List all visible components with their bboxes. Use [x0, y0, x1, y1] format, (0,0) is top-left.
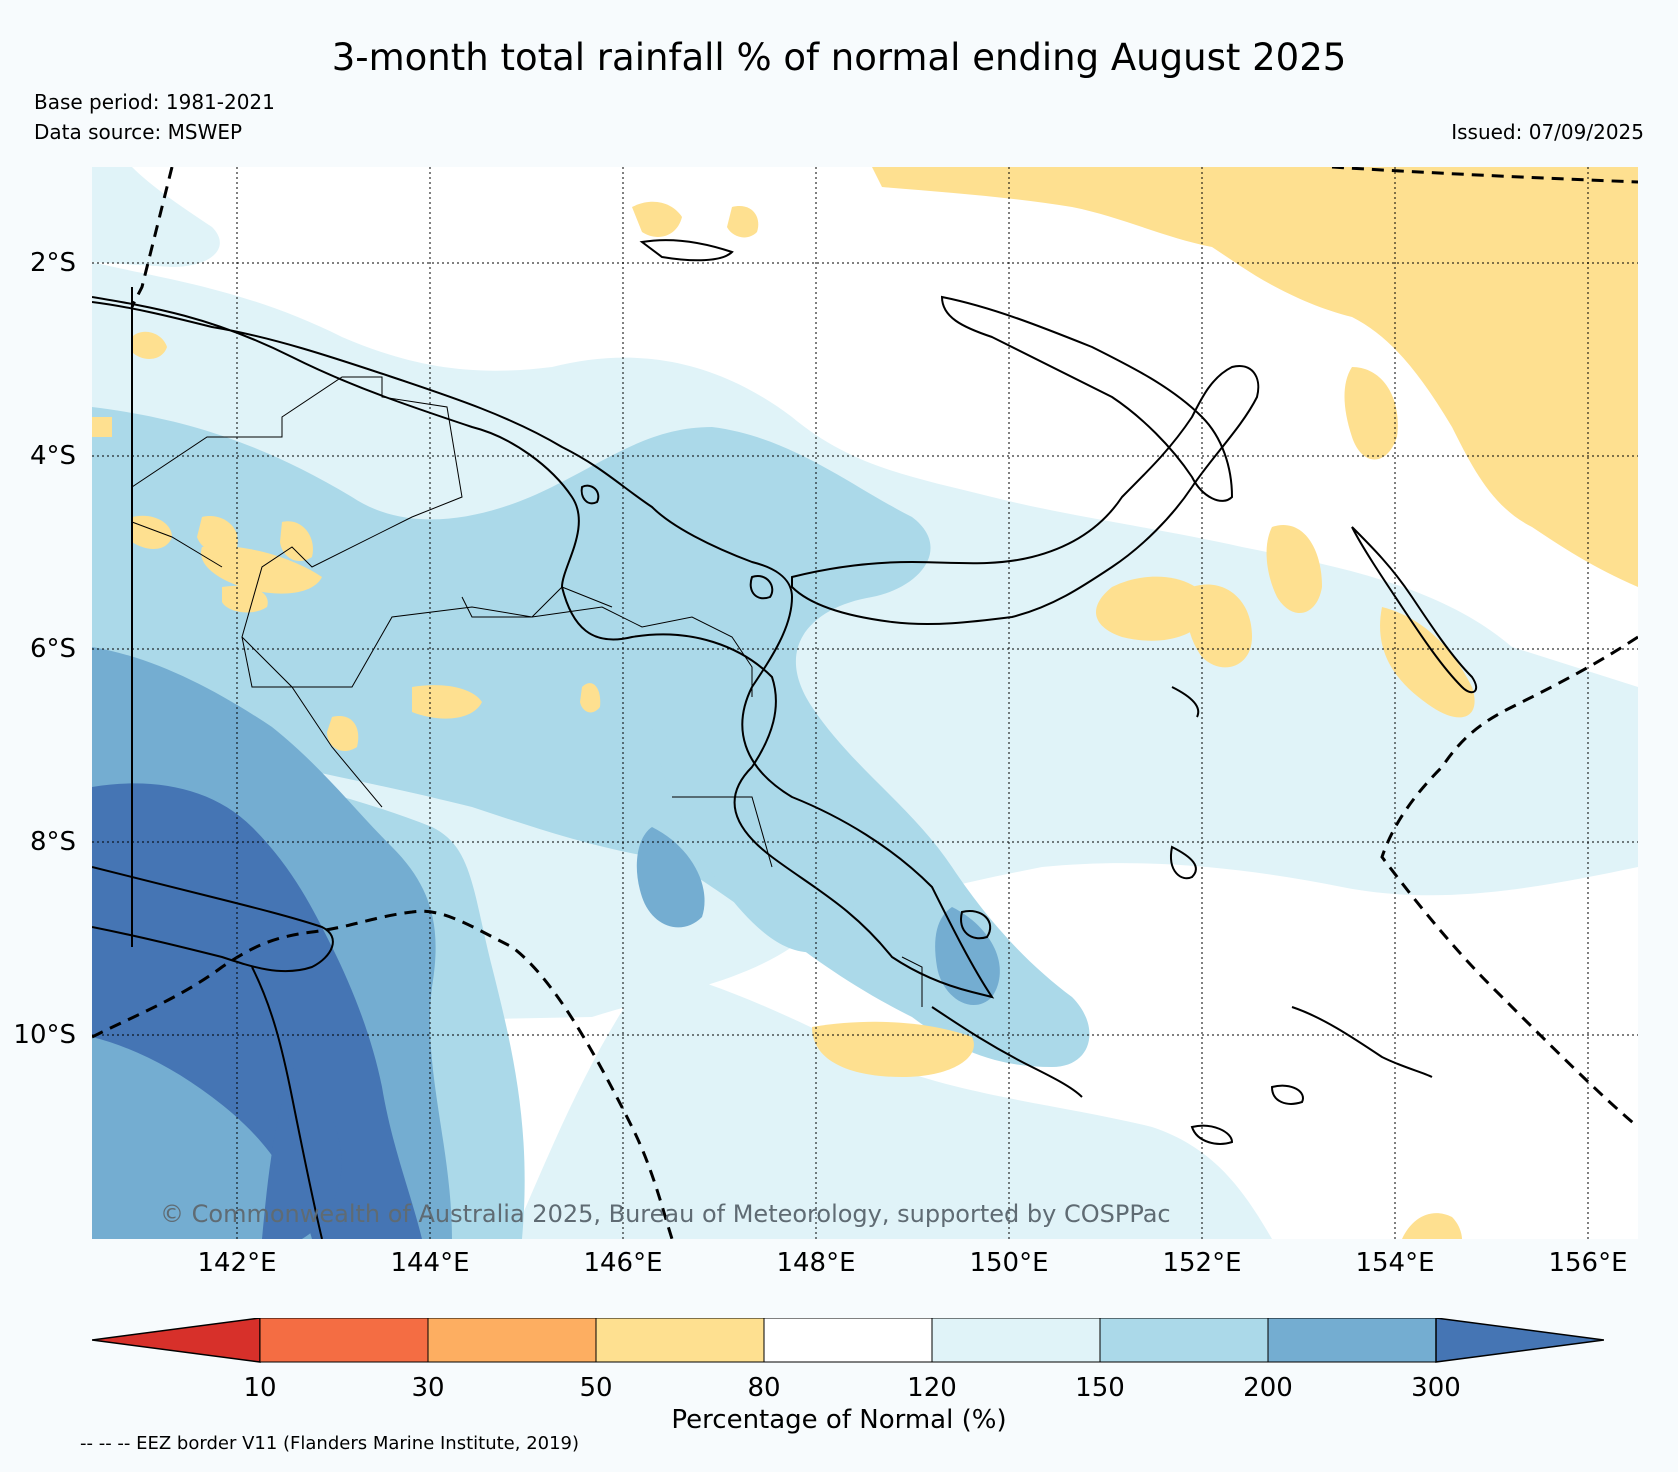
- colorbar-over-arrow: [1435, 1318, 1604, 1363]
- colorbar-tick-30: 30: [411, 1373, 445, 1403]
- colorbar-tick-150: 150: [1075, 1373, 1125, 1403]
- colorbar-bin-30-50: [427, 1318, 597, 1363]
- lon-label-154E: 154°E: [1355, 1248, 1435, 1278]
- colorbar-tick-10: 10: [243, 1373, 277, 1403]
- colorbar-bin-80-120: [763, 1318, 933, 1363]
- colorbar-tick-50: 50: [579, 1373, 613, 1403]
- colorbar-under-arrow: [92, 1318, 261, 1363]
- colorbar-bin-200-300: [1267, 1318, 1437, 1363]
- eez-note: -- -- -- EEZ border V11 (Flanders Marine…: [80, 1433, 580, 1454]
- lat-label-4S: 4°S: [29, 441, 76, 471]
- rainfall-map: [92, 167, 1638, 1239]
- province-borders: [131, 376, 923, 1007]
- colorbar-bin-50-80: [595, 1318, 765, 1363]
- lon-label-142E: 142°E: [197, 1248, 277, 1278]
- lat-label-8S: 8°S: [29, 827, 76, 857]
- zone-over-300: [92, 783, 422, 1239]
- lat-label-6S: 6°S: [29, 634, 76, 664]
- colorbar-bin-10-30: [259, 1318, 429, 1363]
- copyright-watermark: © Commonwealth of Australia 2025, Bureau…: [160, 1200, 1171, 1228]
- coastline: [92, 239, 1478, 1239]
- map-title: 3-month total rainfall % of normal endin…: [331, 36, 1347, 79]
- lon-label-152E: 152°E: [1162, 1248, 1242, 1278]
- colorbar-tick-200: 200: [1243, 1373, 1293, 1403]
- colorbar-tick-80: 80: [747, 1373, 781, 1403]
- colorbar: [92, 1318, 1604, 1363]
- data-source: Data source: MSWEP: [34, 120, 243, 144]
- colorbar-bin-150-200: [1099, 1318, 1269, 1363]
- graticule: [92, 167, 1638, 1239]
- colorbar-bin-120-150: [931, 1318, 1101, 1363]
- colorbar-label: Percentage of Normal (%): [671, 1405, 1007, 1435]
- zone-50-80: [92, 167, 1638, 1239]
- colorbar-tick-120: 120: [907, 1373, 957, 1403]
- lat-label-10S: 10°S: [13, 1020, 76, 1050]
- lon-label-148E: 148°E: [776, 1248, 856, 1278]
- lat-label-2S: 2°S: [29, 248, 76, 278]
- lon-label-146E: 146°E: [583, 1248, 663, 1278]
- colorbar-tick-300: 300: [1411, 1373, 1461, 1403]
- lon-label-144E: 144°E: [390, 1248, 470, 1278]
- lon-label-156E: 156°E: [1548, 1248, 1628, 1278]
- lon-label-150E: 150°E: [969, 1248, 1049, 1278]
- base-period: Base period: 1981-2021: [34, 90, 275, 114]
- issued-date: Issued: 07/09/2025: [1451, 120, 1644, 144]
- eez-border: [92, 167, 1638, 1239]
